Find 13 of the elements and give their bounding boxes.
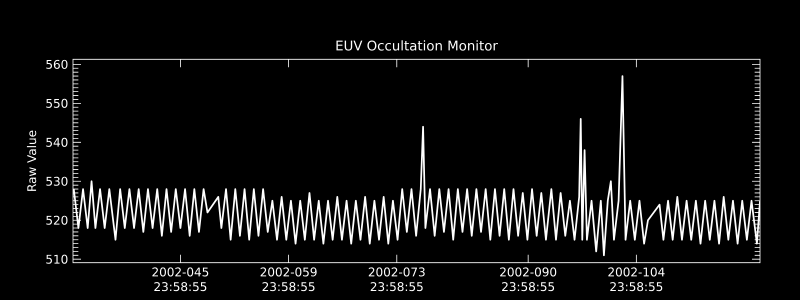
y-axis-title: Raw Value [26,130,36,191]
x-tick-label: 2002-059 23:58:55 [260,267,317,292]
x-tick-label: 2002-073 23:58:55 [368,267,425,292]
y-tick-label: 540 [46,138,68,147]
x-tick-label: 2002-104 23:58:55 [608,267,665,292]
y-tick-label: 560 [46,60,68,69]
x-tick-label: 2002-045 23:58:55 [152,267,208,292]
y-tick-label: 520 [46,216,68,225]
y-tick-label: 550 [46,98,68,108]
x-tick-label: 2002-090 23:58:55 [500,267,556,292]
y-tick-label: 510 [46,254,68,264]
chart-title: EUV Occultation Monitor [336,40,498,51]
y-tick-label: 530 [46,176,68,186]
